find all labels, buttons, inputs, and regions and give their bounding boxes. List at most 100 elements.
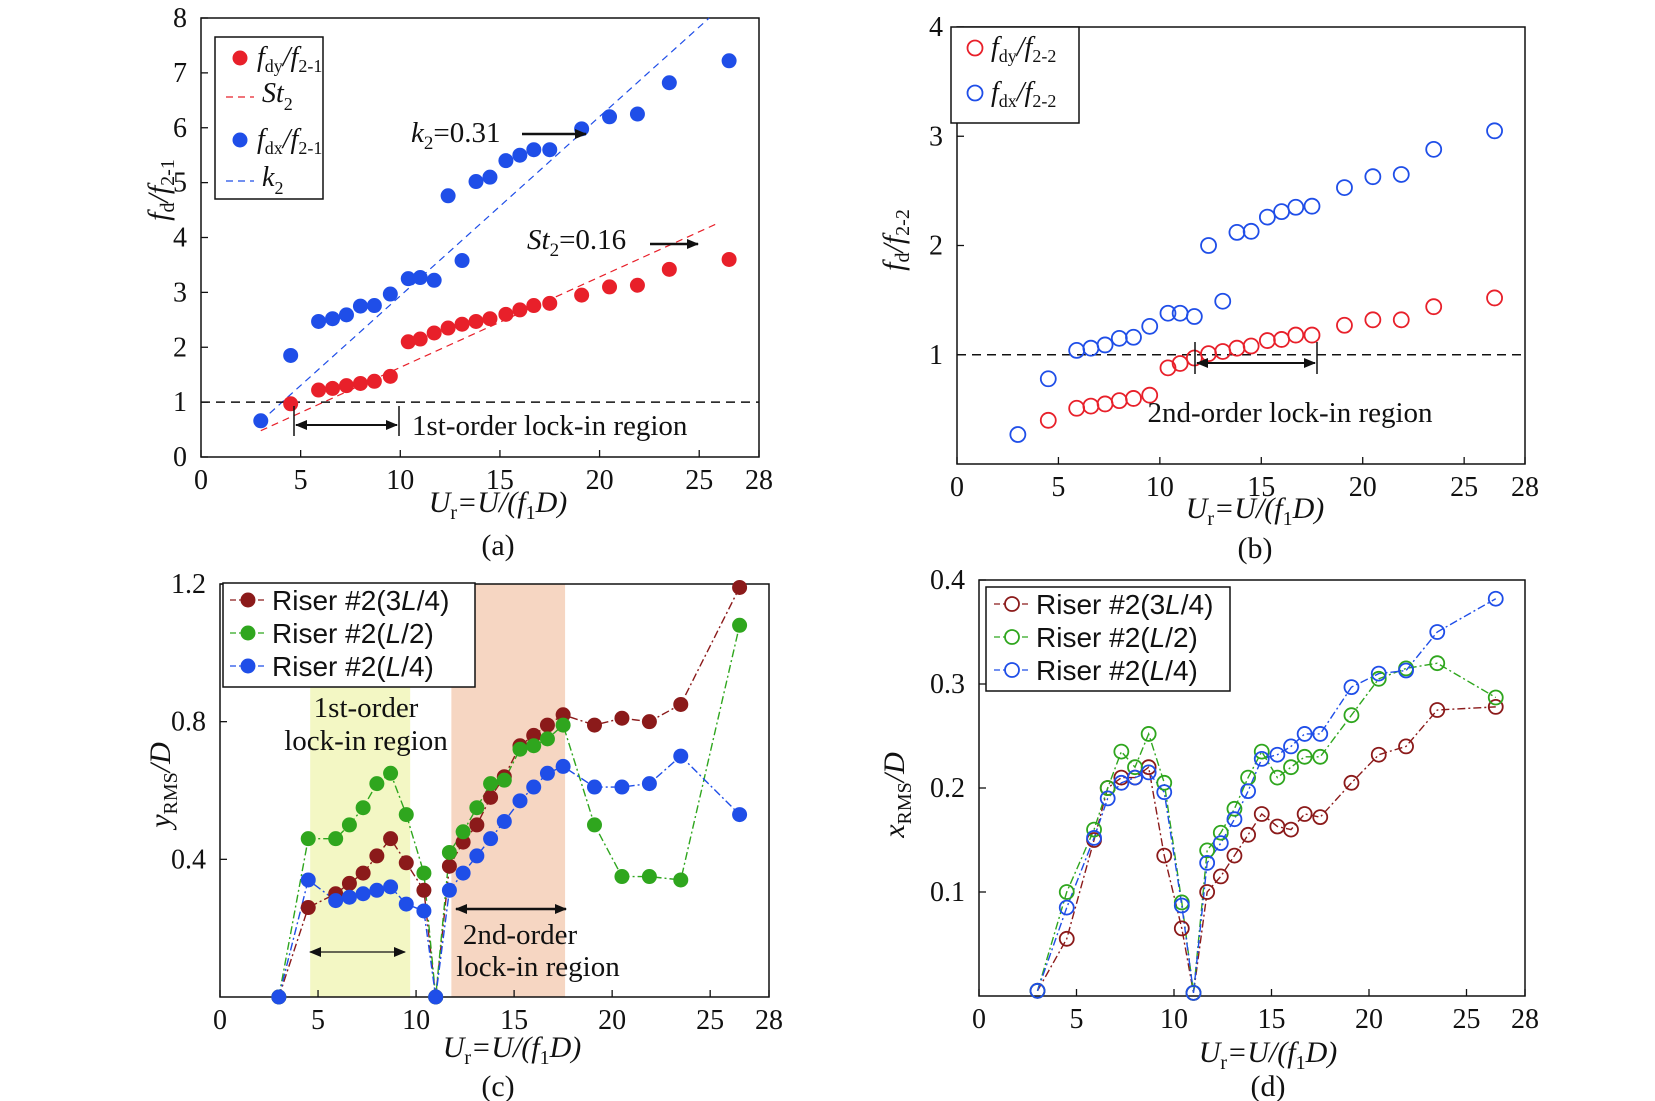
data-point xyxy=(366,373,382,389)
data-point xyxy=(1212,868,1229,885)
data-point xyxy=(498,153,514,169)
data-point xyxy=(1156,847,1173,864)
data-point xyxy=(732,807,748,823)
x-tick-label: 15 xyxy=(1258,1004,1286,1035)
data-point xyxy=(586,817,602,833)
legend-label: Riser #2(L/4) xyxy=(272,651,434,682)
fit-line-series-k-2 xyxy=(260,17,710,422)
data-point xyxy=(440,320,456,336)
data-point xyxy=(1039,370,1057,388)
data-point xyxy=(454,316,470,332)
data-point xyxy=(455,865,471,881)
data-point xyxy=(1296,748,1313,765)
data-point xyxy=(1058,899,1075,916)
data-point xyxy=(1228,223,1246,241)
data-point xyxy=(1283,821,1299,838)
panel-d-caption: (d) xyxy=(1251,1070,1286,1101)
data-point xyxy=(1364,168,1382,186)
data-point xyxy=(1127,769,1143,786)
data-point xyxy=(416,882,432,898)
data-point xyxy=(1242,222,1260,240)
data-point xyxy=(1336,316,1353,334)
legend-label: Riser #2(L/2) xyxy=(1036,622,1198,653)
legend-label-fdx: fdx/f2-2 xyxy=(991,77,1056,111)
data-point xyxy=(325,311,341,327)
data-point xyxy=(1212,824,1229,841)
data-point xyxy=(369,776,385,792)
data-point xyxy=(1110,392,1128,410)
data-point xyxy=(1099,780,1116,796)
data-point xyxy=(641,776,657,792)
data-point xyxy=(721,251,737,267)
data-point xyxy=(1199,842,1216,859)
panel-a-legend: fdy/f2-1 St2 fdx/f2-1 k2 xyxy=(214,36,324,200)
data-point xyxy=(539,765,555,781)
x-tick-label: 28 xyxy=(755,1005,783,1036)
data-point xyxy=(1141,386,1159,404)
data-point xyxy=(1273,331,1290,348)
annotation-st2: St2=0.16 xyxy=(527,224,626,261)
data-point xyxy=(468,174,484,190)
x-tick-label: 15 xyxy=(500,1005,528,1036)
data-point xyxy=(338,378,354,394)
legend-entry-L4: Riser #2(L/4) xyxy=(230,651,434,682)
data-point xyxy=(383,765,399,781)
data-point xyxy=(469,848,485,864)
legend-label: Riser #2(L/4) xyxy=(1036,655,1198,686)
data-point xyxy=(1171,355,1189,372)
panel-b-ylabel: fd/f2-2 xyxy=(877,209,914,271)
data-point xyxy=(1226,847,1243,864)
data-point xyxy=(1296,806,1313,822)
x-tick-label: 0 xyxy=(972,1004,986,1035)
y-tick-label: 1 xyxy=(929,340,943,371)
data-point xyxy=(1312,748,1329,765)
panel-a-xlabel: Ur=U/(f1D) xyxy=(429,486,568,524)
data-point xyxy=(614,869,630,885)
data-point xyxy=(300,831,316,847)
y-tick-label: 8 xyxy=(173,3,187,34)
data-point xyxy=(441,858,457,874)
legend-marker-fdx xyxy=(232,132,248,148)
data-point xyxy=(428,989,444,1005)
data-point xyxy=(661,75,677,91)
data-point xyxy=(1200,345,1217,363)
y-tick-label: 4 xyxy=(173,223,187,254)
data-point xyxy=(1336,179,1353,196)
data-point xyxy=(555,717,571,733)
y-tick-label: 7 xyxy=(173,58,187,89)
data-point xyxy=(512,147,528,163)
data-point xyxy=(483,789,499,805)
data-point xyxy=(398,855,414,871)
legend-label-fdy: fdy/f2-2 xyxy=(991,32,1056,66)
panel-c-xlabel: Ur=U/(f1D) xyxy=(443,1031,582,1069)
data-point xyxy=(1486,289,1503,307)
x-tick-label: 10 xyxy=(386,465,414,496)
data-point xyxy=(398,896,414,912)
data-point xyxy=(311,313,327,329)
x-tick-label: 25 xyxy=(1450,472,1478,503)
data-point xyxy=(482,169,498,185)
legend-label: Riser #2(3L/4) xyxy=(272,585,449,616)
legend-label-k2: k2 xyxy=(262,162,283,198)
panel-d-ylabel: xRMS/D xyxy=(878,752,916,839)
data-point xyxy=(641,714,657,730)
data-point xyxy=(574,287,590,303)
data-point xyxy=(1303,326,1321,344)
data-point xyxy=(455,824,471,840)
data-point xyxy=(412,331,428,347)
data-point xyxy=(1039,411,1057,429)
y-tick-label: 1 xyxy=(173,387,187,418)
data-point xyxy=(539,731,555,747)
data-point xyxy=(1214,292,1232,310)
legend-label-st2: St2 xyxy=(262,78,293,114)
x-tick-label: 28 xyxy=(1511,1004,1539,1035)
data-point xyxy=(1487,590,1504,607)
data-point xyxy=(1287,326,1305,344)
y-tick-label: 0.3 xyxy=(930,669,965,700)
data-point xyxy=(1127,759,1143,776)
data-point xyxy=(328,831,344,847)
data-point xyxy=(369,848,385,864)
data-point xyxy=(1159,304,1177,322)
data-point xyxy=(400,271,416,287)
